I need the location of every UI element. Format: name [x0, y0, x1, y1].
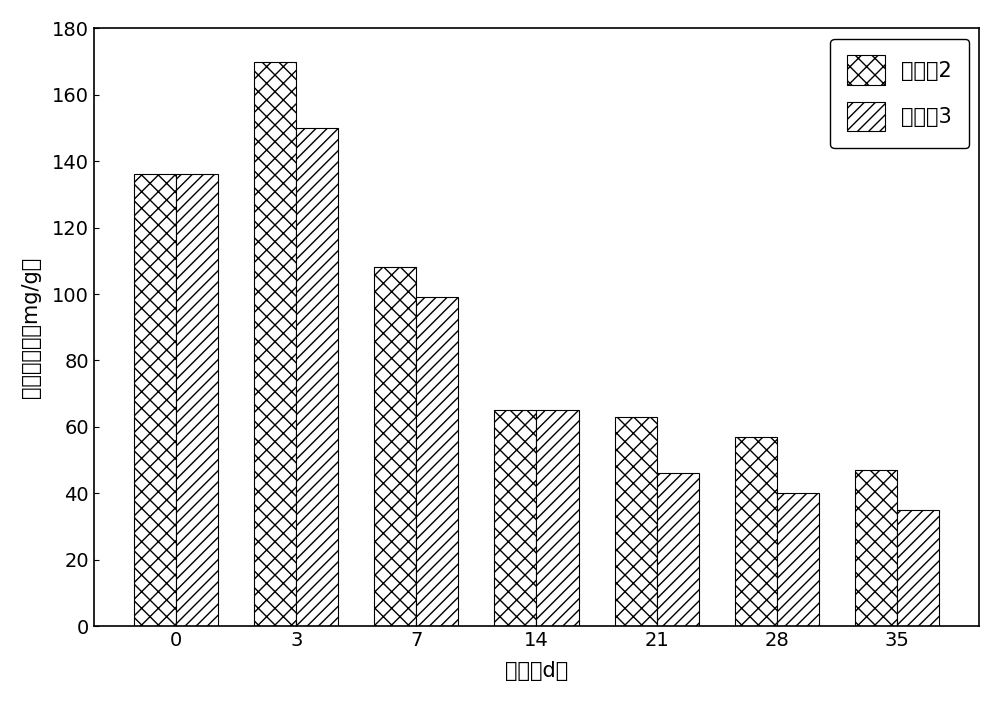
Bar — [374, 267, 416, 626]
Bar — [134, 175, 176, 626]
Bar — [254, 62, 296, 626]
Bar — [657, 473, 699, 626]
Bar — [777, 494, 819, 626]
Bar — [855, 470, 897, 626]
Bar — [615, 417, 657, 626]
Bar — [176, 175, 218, 626]
Bar — [416, 298, 458, 626]
Legend: 实施兦2, 实施兦3: 实施兦2, 实施兦3 — [830, 39, 969, 147]
Bar — [897, 510, 939, 626]
Bar — [735, 437, 777, 626]
Y-axis label: 有机酸浓度（mg/g）: 有机酸浓度（mg/g） — [21, 257, 41, 398]
Bar — [494, 410, 536, 626]
Bar — [296, 128, 338, 626]
Bar — [536, 410, 579, 626]
X-axis label: 时间（d）: 时间（d） — [505, 661, 568, 681]
